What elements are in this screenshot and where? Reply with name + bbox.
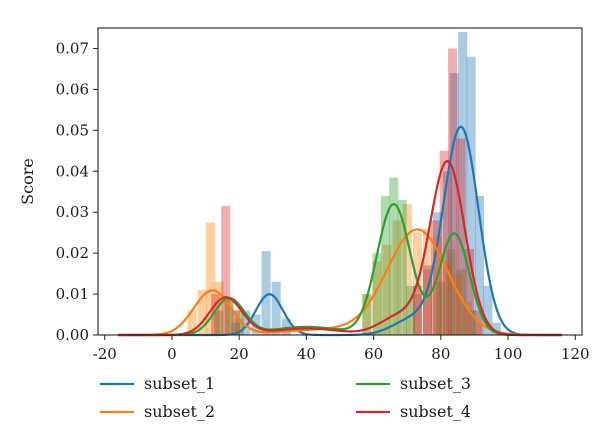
hist-bar-subset_2-6 [362,294,372,335]
y-tick-label: 0.05 [56,121,89,139]
x-tick-label: 120 [561,345,590,363]
hist-bar-subset_3-11 [456,269,466,335]
legend-label-subset_4: subset_4 [400,402,471,421]
legend-label-subset_1: subset_1 [144,374,215,393]
kde-line-subset_3 [118,202,562,337]
hist-bar-subset_3-3 [362,294,372,335]
x-tick-label: 20 [230,345,249,363]
hist-bar-subset_4-7 [448,48,458,335]
x-tick-label: 0 [167,345,177,363]
hist-bar-subset_2-4 [224,298,234,335]
y-tick-label: 0.03 [56,203,89,221]
x-tick-label: 60 [364,345,383,363]
kde-curves [118,125,562,337]
hist-bar-subset_1-4 [271,281,281,335]
kde-line-subset_1 [118,125,562,337]
y-tick-label: 0.07 [56,39,89,57]
y-axis-ticks: 0.00 0.01 0.02 0.03 0.04 0.05 0.06 0.07 [56,39,98,344]
y-tick-label: 0.01 [56,285,89,303]
histogram-bars [187,32,501,336]
hist-bar-subset_2-1 [197,289,207,335]
hist-bar-subset_4-8 [456,138,466,335]
hist-bar-subset_3-0 [214,310,224,335]
plot-frame [97,27,583,336]
hist-bar-subset_1-3 [261,251,271,335]
hist-bar-subset_2-13 [432,236,443,335]
hist-bar-subset_4-0 [211,294,221,335]
kde-line-subset_4 [118,159,562,337]
hist-bar-subset_3-12 [466,310,476,335]
hist-bar-subset_1-6 [412,294,422,335]
hist-bar-subset_3-5 [380,195,390,335]
hist-bar-subset_4-1 [221,206,231,335]
hist-bar-subset_2-9 [392,220,402,335]
hist-bar-subset_2-7 [372,261,382,335]
legend: subset_1 subset_2 subset_3 subset_4 [100,374,471,421]
hist-bar-subset_2-5 [234,318,244,335]
hist-bar-subset_2-16 [463,302,473,335]
hist-bar-subset_1-0 [231,322,241,335]
hist-bar-subset_3-7 [397,199,407,335]
y-tick-label: 0.00 [56,326,89,344]
x-tick-label: 80 [431,345,450,363]
x-tick-label: 40 [297,345,316,363]
hist-bar-subset_1-15 [491,322,501,335]
hist-bar-subset_4-4 [422,265,432,335]
hist-bar-subset_2-12 [422,228,432,335]
y-tick-label: 0.04 [56,162,89,180]
hist-bar-subset_2-15 [453,273,463,335]
hist-bar-subset_4-9 [464,249,474,335]
hist-bar-subset_2-3 [214,281,224,335]
y-tick-label: 0.06 [56,80,89,98]
hist-bar-subset_2-14 [443,261,453,335]
hist-bar-subset_3-2 [234,310,244,335]
hist-bar-subset_2-0 [187,310,197,335]
hist-bar-subset_2-8 [382,244,392,335]
hist-bar-subset_1-9 [443,171,453,335]
hist-bar-subset_1-5 [281,318,291,335]
hist-bar-subset_3-10 [446,249,456,335]
hist-bar-subset_1-11 [458,32,468,336]
x-axis-ticks: -20 0 20 40 60 80 100 120 [93,335,590,363]
hist-bar-subset_2-10 [402,204,412,335]
y-axis-label: Score [18,158,37,205]
hist-bar-subset_3-1 [224,298,234,335]
hist-bar-subset_1-12 [466,56,476,336]
hist-bar-subset_3-8 [406,285,416,335]
hist-bar-subset_1-13 [474,195,485,335]
x-tick-label: 100 [494,345,523,363]
hist-bar-subset_3-4 [372,253,382,335]
kde-line-subset_2 [118,228,562,337]
x-tick-label: -20 [93,345,117,363]
hist-bar-subset_1-14 [483,285,493,335]
hist-bar-subset_1-10 [449,73,459,335]
hist-bar-subset_2-2 [206,222,216,335]
hist-bar-subset_4-2 [231,310,241,335]
hist-bar-subset_1-7 [422,269,432,335]
hist-bar-subset_4-6 [439,150,449,335]
hist-bar-subset_3-9 [436,281,446,335]
legend-label-subset_3: subset_3 [400,374,471,393]
hist-bar-subset_2-17 [473,322,483,335]
hist-bar-subset_1-1 [241,310,251,335]
legend-label-subset_2: subset_2 [144,402,215,421]
hist-bar-subset_4-10 [473,310,483,335]
y-tick-label: 0.02 [56,244,89,262]
